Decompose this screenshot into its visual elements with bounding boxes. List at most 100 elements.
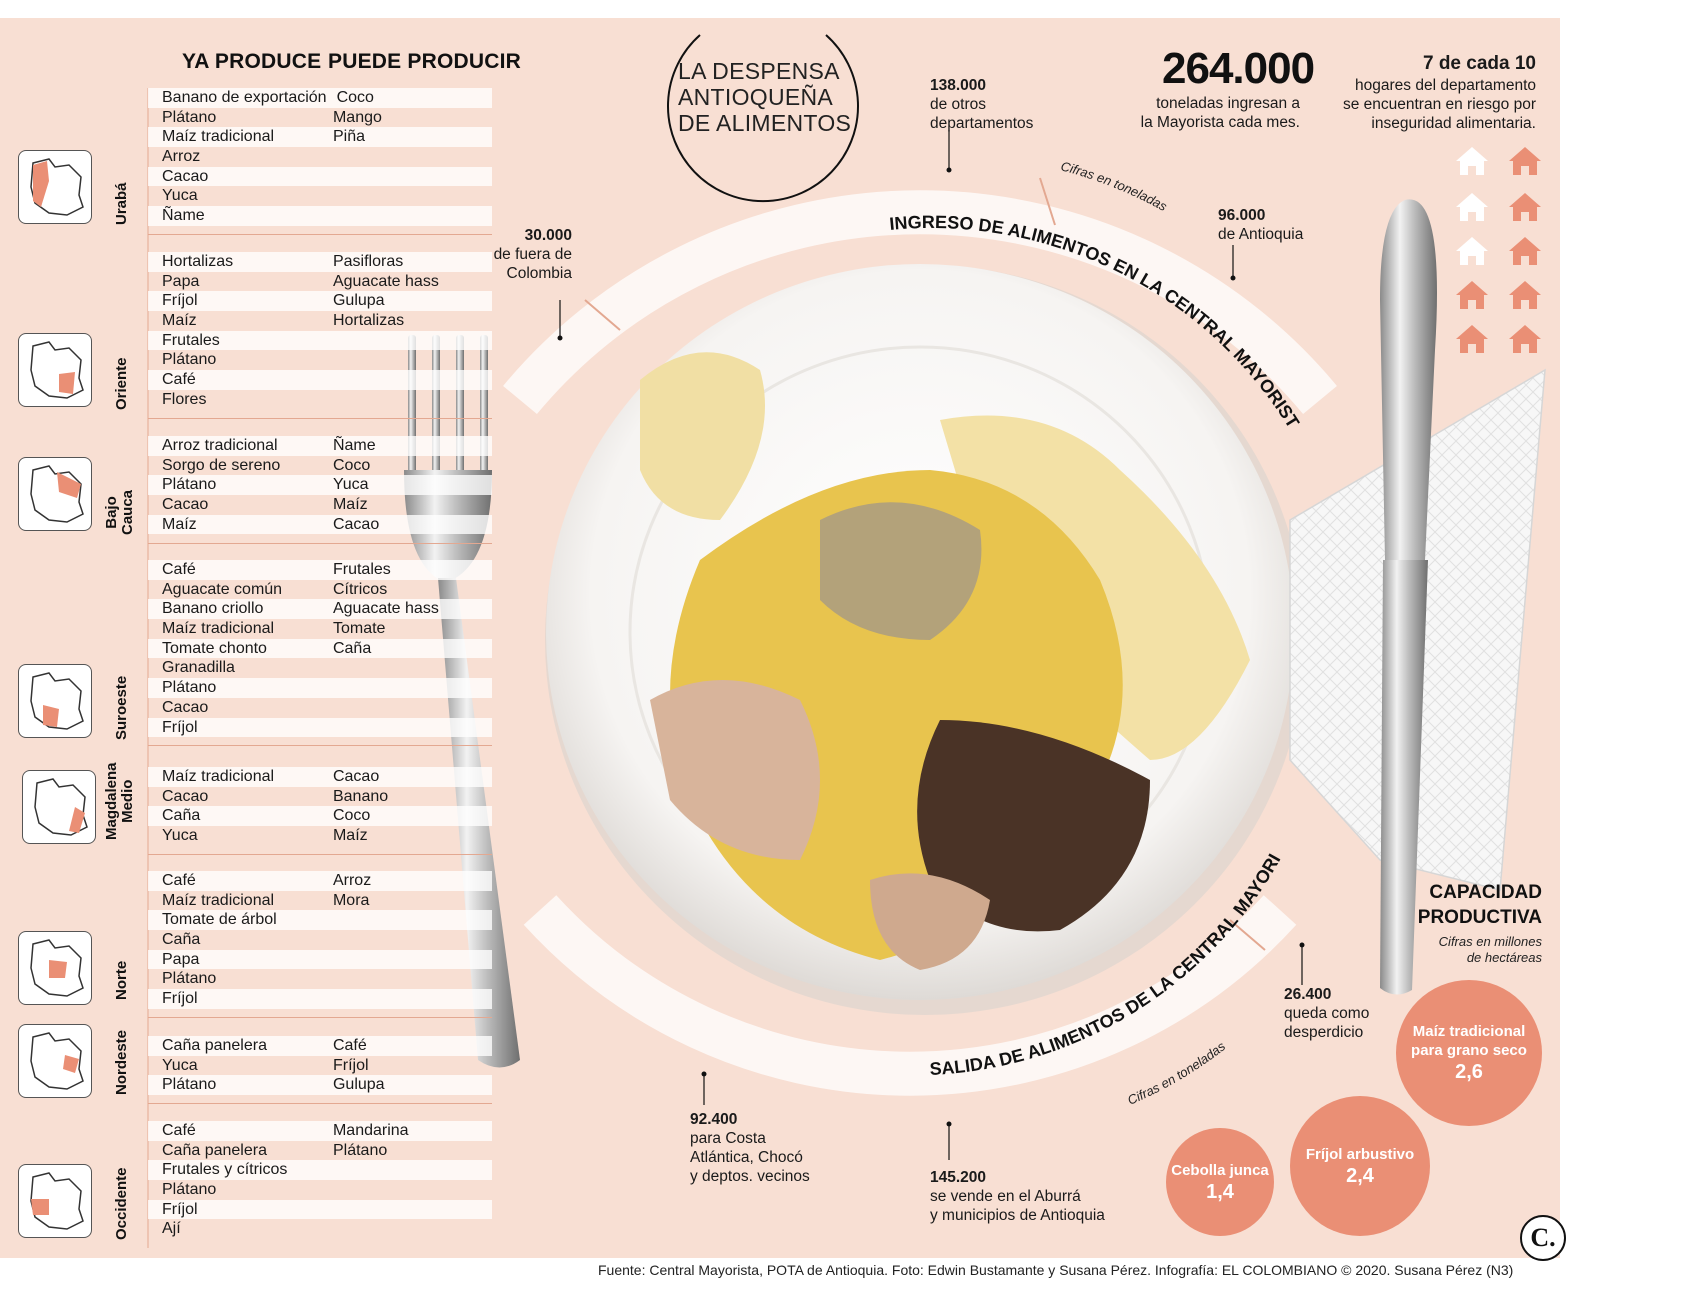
region-label: Norte [113, 960, 130, 1000]
ingreso-antioquia-text1: de Antioquia [1218, 226, 1304, 243]
table-row: Plátano [148, 350, 492, 370]
region-divider [148, 542, 492, 544]
puede-producir-cell [322, 989, 492, 1009]
ya-produce-cell: Caña [162, 931, 201, 949]
puede-producir-cell: Banano [332, 787, 389, 805]
ya-produce-cell: Fríjol [148, 717, 323, 738]
region-divider [148, 417, 492, 419]
puede-producir-cell [323, 390, 492, 410]
food-pile [640, 352, 1250, 970]
ya-produce-cell: Granadilla [162, 659, 235, 677]
bubble-cebolla-label1: Cebolla junca [1171, 1161, 1269, 1179]
hogares-block: 7 de cada 10 hogares del departamento se… [1300, 52, 1536, 133]
bubble-maiz-value: 2,6 [1455, 1061, 1483, 1083]
antioquia-map-icon [18, 931, 92, 1005]
ya-produce-cell: Ñame [148, 206, 323, 226]
table-row: Fríjol Gulupa [148, 291, 492, 312]
region-label-line2: Cauca [119, 489, 136, 535]
puede-producir-cell [323, 147, 492, 167]
table-row: Maíz tradicional Tomate [148, 619, 492, 639]
title-line-1: LA DESPENSA [678, 58, 840, 84]
ya-produce-cell: Maíz [148, 514, 323, 535]
house-at-risk-icon [1508, 236, 1542, 266]
ya-produce-cell: Plátano [148, 475, 323, 496]
table-row: Café Frutales [148, 560, 492, 580]
table-row: Arroz tradicional Ñame [148, 436, 492, 456]
ya-produce-cell: Frutales [148, 330, 323, 351]
puede-producir-cell: Mandarina [322, 1121, 492, 1141]
table-row: Café [148, 370, 492, 390]
salida-costa-text1: para Costa [690, 1130, 766, 1147]
ingreso-fuera-text2: Colombia [506, 265, 572, 282]
table-row: Caña [148, 930, 492, 950]
ya-produce-cell: Sorgo de sereno [162, 456, 281, 474]
region-divider [148, 233, 492, 235]
ya-produce-cell: Plátano [162, 108, 217, 126]
region-label: Suroeste [113, 675, 130, 740]
table-row: Caña panelera Plátano [148, 1141, 492, 1161]
bubble-frijol-label1: Fríjol arbustivo [1305, 1145, 1415, 1163]
puede-producir-cell: Cacao [322, 767, 492, 787]
puede-producir-cell [322, 910, 492, 931]
table-row: Café Arroz [148, 871, 492, 891]
puede-producir-cell: Cítricos [332, 580, 388, 598]
region-label: Occidente [113, 1167, 130, 1240]
puede-producir-cell: Maíz [332, 827, 368, 845]
ya-produce-cell: Fríjol [148, 291, 323, 312]
region-label-line2: Medio [119, 779, 136, 823]
ya-produce-cell: Cacao [148, 166, 323, 187]
puede-producir-cell [323, 186, 492, 206]
region-table-norte: Café Arroz Maíz tradicional Mora Tomate de á… [148, 871, 492, 1009]
main-title: LA DESPENSA ANTIOQUEÑA DE ALIMENTOS [678, 58, 851, 136]
bubble-maiz-label1: Maíz tradicional [1412, 1023, 1526, 1040]
ingreso-otros-text1: de otros [930, 96, 987, 113]
table-row: Frutales y cítricos [148, 1160, 492, 1181]
ya-produce-cell: Yuca [162, 1056, 198, 1074]
salida-aburra-text1: se vende en el Aburrá [930, 1188, 1081, 1205]
region-divider [148, 853, 492, 855]
ya-produce-cell: Cacao [162, 698, 209, 716]
table-row: Ají [148, 1219, 492, 1239]
ya-produce-cell: Ají [162, 1220, 181, 1238]
puede-producir-cell [322, 370, 492, 390]
total-text1: toneladas ingresan a [1156, 95, 1300, 112]
ya-produce-cell: Maíz tradicional [162, 891, 275, 909]
capacidad-subtitle: Cifras en millones de hectáreas [1380, 934, 1542, 966]
region-label: Bajo Cauca [103, 489, 136, 535]
salida-desperdicio-text2: desperdicio [1284, 1024, 1364, 1041]
ya-produce-cell: Maíz tradicional [162, 620, 275, 638]
puede-producir-cell: Gulupa [322, 1075, 492, 1096]
house-safe-icon [1455, 146, 1489, 176]
puede-producir-cell [323, 1219, 492, 1239]
capacidad-title-2: PRODUCTIVA [1417, 907, 1542, 928]
ya-produce-cell: Maíz tradicional [148, 127, 323, 148]
table-row: Caña Coco [148, 806, 492, 827]
antioquia-map-icon [18, 150, 92, 224]
house-at-risk-icon [1508, 192, 1542, 222]
salida-aburra-value: 145.200 [930, 1169, 987, 1186]
table-row: Banano de exportación Coco [148, 88, 492, 108]
puede-producir-cell [322, 678, 492, 698]
table-row: Plátano Gulupa [148, 1075, 492, 1096]
salida-desperdicio-text1: queda como [1284, 1005, 1370, 1022]
bubble-maiz-label2: para grano seco [1411, 1042, 1527, 1059]
region-table-nordeste: Caña panelera Café Yuca Fríjol Plátano Gulupa [148, 1036, 492, 1096]
puede-producir-cell: Tomate [332, 620, 386, 638]
ya-produce-cell: Banano criollo [148, 599, 323, 620]
table-row: Granadilla [148, 658, 492, 678]
knife-illustration [1380, 199, 1437, 995]
puede-producir-cell: Ñame [322, 436, 492, 456]
region-label: Magdalena Medio [103, 762, 136, 840]
salida-aburra-text2: y municipios de Antioquia [930, 1207, 1105, 1224]
salida-aburra: 145.200 se vende en el Aburrá y municipi… [930, 1168, 1105, 1225]
puede-producir-cell: Pasifloras [322, 252, 492, 272]
table-row: Sorgo de sereno Coco [148, 456, 492, 476]
table-row: Tomate chonto Caña [148, 638, 492, 659]
capacidad-sub-2: de hectáreas [1466, 950, 1542, 965]
ya-produce-cell: Maíz tradicional [148, 767, 323, 787]
table-row: Cacao Maíz [148, 495, 492, 515]
table-row: Arroz [148, 147, 492, 167]
puede-producir-cell: Hortalizas [332, 312, 405, 330]
table-row: Maíz Cacao [148, 514, 492, 535]
ingreso-otros-value: 138.000 [930, 77, 987, 94]
